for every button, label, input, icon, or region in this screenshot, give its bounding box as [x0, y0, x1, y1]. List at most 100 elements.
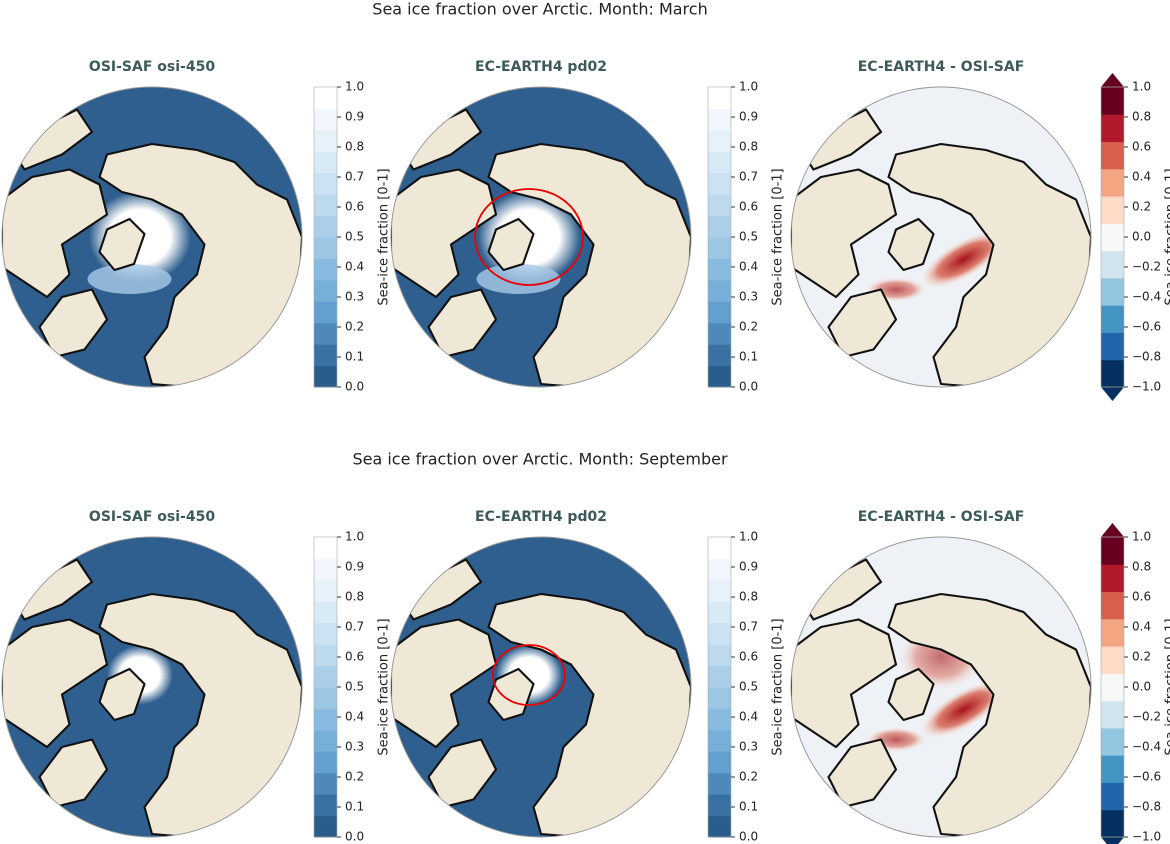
colorbar-segment: [1101, 250, 1124, 279]
panel-title: EC-EARTH4 pd02: [475, 59, 607, 75]
colorbar-tick-label: −0.4: [1132, 290, 1161, 304]
colorbar-segment: [314, 579, 337, 602]
colorbar-segment: [314, 129, 337, 152]
colorbar-segment: [1101, 727, 1124, 756]
colorbar-tick-label: −0.8: [1132, 350, 1161, 364]
colorbar-segment: [314, 558, 337, 581]
colorbar-segment: [314, 601, 337, 624]
colorbar-segment: [708, 365, 731, 388]
colorbar-tick-label: 0.5: [345, 230, 364, 244]
land: [391, 618, 498, 749]
map-border: [790, 86, 1092, 388]
colorbar-segment: [314, 794, 337, 817]
map: [791, 87, 1091, 387]
colorbar-segment: [708, 601, 731, 624]
colorbar-segment: [708, 579, 731, 602]
map-content: [2, 108, 302, 387]
colorbar-segment: [708, 665, 731, 688]
colorbar-segment: [314, 708, 337, 731]
colorbar-segment: [314, 665, 337, 688]
colorbar-tick-label: 0.8: [739, 140, 758, 154]
colorbar-label: Sea-ice fraction [0-1]: [1164, 168, 1170, 305]
colorbar-label: Sea-ice fraction [0-1]: [771, 168, 786, 305]
colorbar-label: Sea-ice fraction [0-1]: [771, 618, 786, 755]
land: [2, 618, 109, 749]
colorbar-tick-label: 0.0: [1132, 680, 1151, 694]
colorbar-tick-label: −0.6: [1132, 770, 1161, 784]
colorbar-segment: [314, 729, 337, 752]
colorbar-segment: [314, 644, 337, 667]
colorbar-segment: [314, 537, 337, 559]
colorbar-segment: [314, 687, 337, 709]
colorbar-tick-label: 0.6: [739, 650, 758, 664]
colorbar-tick-label: 0.0: [739, 830, 758, 844]
colorbar-tick-label: 0.1: [345, 350, 364, 364]
colorbar-tick-label: 0.0: [1132, 230, 1151, 244]
land: [2, 168, 109, 299]
land: [827, 738, 898, 809]
colorbar-segment: [314, 815, 337, 838]
ice-edge: [492, 644, 566, 706]
colorbar-tick-label: 0.4: [739, 710, 758, 724]
colorbar-tick-label: 0.2: [345, 770, 364, 784]
colorbar-segment: [1101, 782, 1124, 811]
colorbar-tick-label: 1.0: [1132, 530, 1151, 544]
colorbar-tick-label: 0.9: [345, 110, 364, 124]
colorbar-segment: [1101, 700, 1124, 729]
colorbar-tick-label: 0.3: [739, 290, 758, 304]
map-border: [390, 536, 692, 838]
colorbar-tick-label: 0.6: [739, 200, 758, 214]
colorbar-tick-label: 0.2: [1132, 200, 1151, 214]
map-border: [1, 86, 303, 388]
colorbar-segment: [1101, 87, 1124, 115]
colorbar-tick-label: 0.2: [739, 320, 758, 334]
land: [427, 288, 498, 359]
colorbar-segment: [1101, 809, 1124, 838]
land: [391, 168, 498, 299]
map-content: [391, 108, 691, 387]
map: [2, 87, 302, 387]
colorbar-tick-label: 0.2: [739, 770, 758, 784]
map-content: [391, 558, 691, 837]
colorbar-segment: [1101, 141, 1124, 170]
colorbar-extension: [1100, 522, 1125, 538]
colorbar-segment: [1101, 332, 1124, 361]
colorbar-tick-label: 0.6: [1132, 590, 1151, 604]
colorbar-segment: [314, 258, 337, 281]
colorbar-tick-label: 0.7: [345, 620, 364, 634]
colorbar-tick-label: 0.4: [345, 260, 364, 274]
colorbar-extension: [1100, 836, 1125, 844]
map-border: [1, 536, 303, 838]
colorbar-segment: [1101, 591, 1124, 620]
colorbar-tick-label: 0.9: [739, 560, 758, 574]
colorbar-tick-label: 0.1: [345, 800, 364, 814]
colorbar-segment: [708, 237, 731, 259]
colorbar-segment: [708, 644, 731, 667]
land: [887, 217, 935, 272]
colorbar-extension: [1100, 386, 1125, 402]
colorbar-tick-label: 0.8: [1132, 110, 1151, 124]
colorbar-segment: [708, 151, 731, 174]
land: [98, 667, 146, 722]
colorbar-tick-label: 0.5: [739, 680, 758, 694]
colorbar-tick-label: 0.7: [345, 170, 364, 184]
colorbar-tick-label: 1.0: [739, 530, 758, 544]
colorbar-tick-label: 0.2: [345, 320, 364, 334]
colorbar-tick-label: 1.0: [345, 530, 364, 544]
colorbar-segment: [1101, 114, 1124, 143]
figure-title: Sea ice fraction over Arctic. Month: Mar…: [372, 0, 707, 19]
colorbar-segment: [708, 794, 731, 817]
colorbar-tick-label: 0.3: [739, 740, 758, 754]
colorbar-tick-label: 0.1: [739, 800, 758, 814]
colorbar-tick-label: −0.2: [1132, 710, 1161, 724]
map: [2, 537, 302, 837]
colorbar-segment: [314, 622, 337, 645]
land: [38, 738, 109, 809]
difference: [920, 230, 1007, 289]
colorbar-segment: [1101, 537, 1124, 565]
land: [487, 667, 535, 722]
sea-ice: [476, 264, 561, 294]
land: [887, 667, 935, 722]
colorbar-label: Sea-ice fraction [0-1]: [377, 168, 392, 305]
